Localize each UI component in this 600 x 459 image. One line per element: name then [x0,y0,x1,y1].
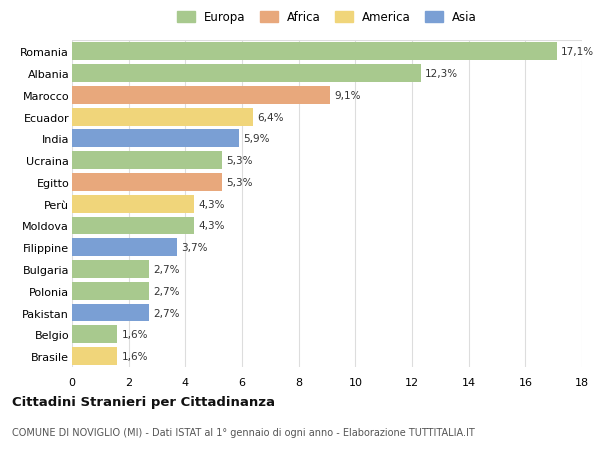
Text: 1,6%: 1,6% [122,330,148,340]
Bar [72,152,222,170]
Text: 5,9%: 5,9% [244,134,270,144]
Text: 9,1%: 9,1% [334,90,361,101]
Text: 2,7%: 2,7% [153,264,179,274]
Text: COMUNE DI NOVIGLIO (MI) - Dati ISTAT al 1° gennaio di ogni anno - Elaborazione T: COMUNE DI NOVIGLIO (MI) - Dati ISTAT al … [12,427,475,437]
Bar [72,196,194,213]
Bar [72,65,421,83]
Text: 3,7%: 3,7% [181,243,208,253]
Legend: Europa, Africa, America, Asia: Europa, Africa, America, Asia [177,11,477,24]
Text: 5,3%: 5,3% [226,178,253,188]
Bar [72,217,194,235]
Text: 12,3%: 12,3% [425,69,458,79]
Text: 2,7%: 2,7% [153,308,179,318]
Text: 2,7%: 2,7% [153,286,179,296]
Text: 4,3%: 4,3% [198,221,224,231]
Text: 4,3%: 4,3% [198,199,224,209]
Text: 1,6%: 1,6% [122,351,148,361]
Text: Cittadini Stranieri per Cittadinanza: Cittadini Stranieri per Cittadinanza [12,395,275,408]
Text: 6,4%: 6,4% [257,112,284,123]
Bar [72,130,239,148]
Bar [72,261,149,278]
Bar [72,282,149,300]
Bar [72,43,557,61]
Bar [72,108,253,126]
Text: 17,1%: 17,1% [561,47,594,57]
Bar [72,326,118,343]
Bar [72,304,149,322]
Bar [72,174,222,191]
Bar [72,347,118,365]
Bar [72,239,177,257]
Bar [72,87,330,105]
Text: 5,3%: 5,3% [226,156,253,166]
